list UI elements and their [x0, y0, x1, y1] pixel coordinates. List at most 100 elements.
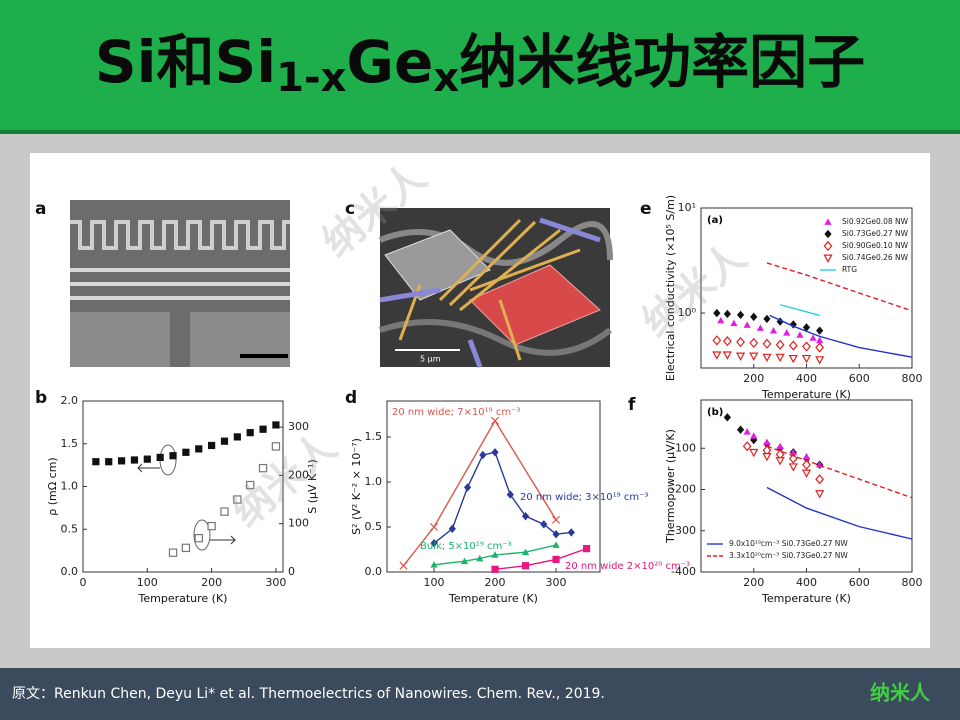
panel-label: f — [628, 395, 636, 415]
series-line — [494, 547, 587, 570]
y-tick-label: 2.0 — [61, 394, 79, 407]
data-point — [448, 524, 456, 533]
data-point — [429, 522, 439, 532]
x-tick-label: 100 — [423, 576, 444, 589]
legend-label: Si0.74Ge0.26 NW — [842, 253, 909, 262]
data-point — [506, 490, 514, 499]
data-point — [712, 335, 722, 346]
x-tick-label: 0 — [80, 576, 87, 589]
y-tick-label: -400 — [671, 565, 696, 578]
y-tick-label: 0.5 — [365, 520, 383, 533]
data-point — [491, 551, 499, 558]
y-tick-label: 1.5 — [61, 437, 79, 450]
data-point — [730, 319, 738, 327]
data-point — [796, 331, 804, 338]
y-tick-label: -200 — [671, 483, 696, 496]
data-point — [476, 554, 484, 562]
data-point — [713, 308, 721, 318]
data-point — [168, 548, 178, 557]
data-point — [712, 351, 722, 360]
data-point — [233, 433, 241, 441]
data-point — [552, 530, 560, 539]
data-point — [775, 353, 785, 363]
data-point — [552, 515, 561, 524]
data-point — [736, 336, 745, 348]
x-tick-label: 200 — [743, 576, 764, 589]
title-part: 纳米线功率因子 — [459, 28, 865, 96]
x-axis-label: Temperature (K) — [761, 592, 851, 605]
leads — [398, 218, 581, 361]
data-point — [207, 521, 216, 531]
series-label: Bulk; 5×10¹⁹ cm⁻³ — [420, 541, 512, 552]
legend-label: Si0.73Ge0.27 NW — [842, 229, 909, 238]
y-tick-label: -100 — [671, 441, 696, 454]
data-point — [208, 441, 216, 450]
x-axis-label: Temperature (K) — [761, 388, 851, 401]
data-point — [259, 425, 267, 433]
data-point — [749, 337, 759, 349]
x-tick-label: 400 — [796, 576, 817, 589]
data-point — [143, 455, 151, 463]
data-point — [743, 321, 751, 328]
annotation-ellipse — [193, 519, 211, 551]
data-point — [762, 338, 772, 349]
data-point — [220, 437, 229, 445]
stripe — [70, 268, 290, 272]
annotation-arrow — [137, 463, 160, 473]
y-tick-label: 1.0 — [365, 475, 383, 488]
data-point — [491, 565, 499, 573]
data-point — [815, 356, 825, 365]
data-point — [552, 541, 560, 548]
y-axis-label: ρ (mΩ cm) — [46, 457, 59, 515]
x-axis-label: Temperature (K) — [448, 592, 538, 605]
data-point — [723, 309, 731, 319]
series-label: 20 nm wide; 7×10¹⁹ cm⁻³ — [392, 407, 520, 418]
series-label: 20 nm wide; 3×10¹⁹ cm⁻³ — [520, 492, 648, 503]
texture — [378, 221, 613, 266]
data-point — [717, 316, 725, 324]
data-point — [130, 456, 139, 464]
title-sub: 1-x — [276, 55, 346, 101]
data-point — [763, 314, 771, 324]
data-point — [789, 448, 797, 456]
red-pad — [469, 264, 601, 346]
y-axis-label: S² (V² K⁻² × 10⁻⁷) — [350, 438, 363, 535]
panel-label: e — [640, 199, 652, 219]
data-point — [169, 452, 177, 460]
citation: 原文：Renkun Chen, Deyu Li* et al. Thermoel… — [12, 686, 605, 702]
legend-swatch — [823, 254, 833, 263]
sem-image-a — [70, 200, 290, 367]
data-point — [815, 490, 825, 499]
header-bar — [0, 0, 960, 130]
data-point — [788, 340, 798, 351]
data-point — [156, 453, 164, 462]
data-point — [430, 539, 438, 548]
data-point — [735, 352, 746, 361]
data-point — [815, 342, 825, 353]
y-tick-label: 10¹ — [678, 201, 696, 214]
pad — [70, 312, 170, 367]
stripe — [70, 296, 290, 300]
data-point — [776, 442, 784, 450]
data-point — [783, 329, 791, 336]
data-point — [815, 474, 825, 485]
data-point — [233, 495, 242, 504]
title-part: Si和Si — [95, 28, 276, 96]
panel-label: b — [35, 388, 47, 408]
data-point — [775, 339, 785, 350]
y-tick-label: 0.0 — [365, 565, 383, 578]
slide-title: Si和Si1-xGex纳米线功率因子 — [95, 28, 865, 101]
series-line — [433, 544, 557, 566]
panel-subtitle: (b) — [707, 407, 723, 418]
data-point — [246, 480, 255, 490]
legend-swatch — [823, 240, 833, 252]
x-tick-label: 200 — [201, 576, 222, 589]
data-point — [788, 453, 798, 464]
scale-bar — [240, 354, 288, 358]
data-point — [750, 432, 758, 439]
x-tick-label: 400 — [796, 372, 817, 385]
data-point — [582, 545, 591, 553]
data-point — [775, 457, 785, 466]
legend-swatch — [824, 218, 832, 225]
